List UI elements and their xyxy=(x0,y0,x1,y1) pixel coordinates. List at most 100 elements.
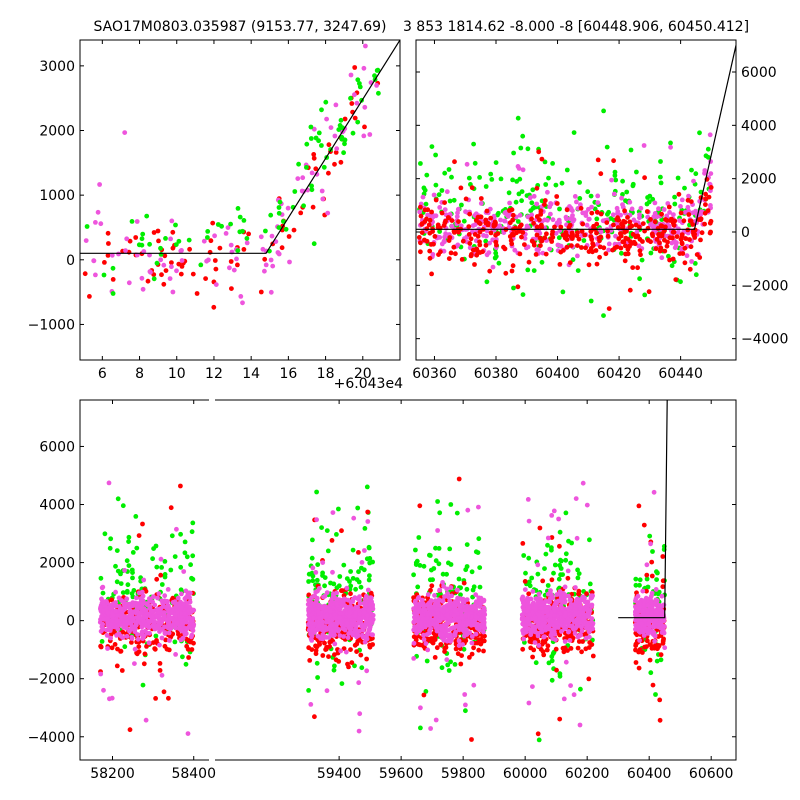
data-point-pink xyxy=(424,603,430,608)
data-point-red xyxy=(606,306,612,311)
data-point-green xyxy=(319,525,324,530)
data-point-red xyxy=(163,637,169,643)
data-point-red xyxy=(313,648,319,653)
data-point-pink xyxy=(448,585,454,590)
data-point-red xyxy=(676,191,682,197)
data-point-pink xyxy=(263,262,269,268)
x-tick-label: 6 xyxy=(98,366,107,382)
data-point-green xyxy=(446,167,452,172)
data-point-pink xyxy=(308,621,313,627)
y-tick-label: 0 xyxy=(66,253,75,269)
data-point-red xyxy=(660,584,666,590)
data-point-green xyxy=(549,654,555,659)
data-point-green xyxy=(525,146,531,152)
data-point-green xyxy=(613,177,619,183)
data-point-green xyxy=(605,211,610,217)
data-point-red xyxy=(136,533,142,538)
data-point-pink xyxy=(448,635,454,641)
data-point-green xyxy=(336,583,342,589)
data-point-green xyxy=(362,526,368,531)
data-point-red xyxy=(312,714,317,720)
data-point-green xyxy=(447,546,453,552)
data-point-red xyxy=(478,196,484,201)
data-point-red xyxy=(657,248,663,254)
y-tick-label: 0 xyxy=(741,225,750,241)
data-point-green xyxy=(612,173,618,178)
data-point-green xyxy=(310,537,315,543)
data-point-pink xyxy=(455,210,460,216)
data-point-pink xyxy=(269,233,275,239)
data-point-pink xyxy=(156,591,162,596)
data-point-pink xyxy=(313,570,319,575)
data-point-red xyxy=(112,642,118,647)
data-point-red xyxy=(622,258,628,264)
data-point-red xyxy=(598,171,604,177)
data-point-red xyxy=(649,231,655,237)
data-point-red xyxy=(526,591,532,597)
data-point-pink xyxy=(425,592,431,597)
data-point-pink xyxy=(550,217,556,223)
data-point-red xyxy=(468,236,474,242)
data-point-green xyxy=(367,573,372,579)
data-point-red xyxy=(476,220,482,226)
data-point-green xyxy=(556,576,562,582)
x-tick-label: 14 xyxy=(242,366,260,382)
data-point-green xyxy=(301,203,306,209)
data-point-pink xyxy=(472,222,478,228)
data-point-pink xyxy=(531,193,537,199)
data-point-pink xyxy=(350,631,356,637)
data-point-green xyxy=(129,219,135,224)
data-point-green xyxy=(672,194,677,200)
data-point-pink xyxy=(314,597,319,603)
data-point-red xyxy=(166,695,171,701)
data-point-red xyxy=(442,220,448,226)
data-point-green xyxy=(557,529,563,535)
data-point-pink xyxy=(112,602,118,607)
x-tick-label: 60380 xyxy=(474,366,519,382)
data-point-green xyxy=(324,528,330,533)
data-point-green xyxy=(647,533,653,539)
data-point-pink xyxy=(446,627,452,633)
data-point-pink xyxy=(650,223,656,229)
data-point-pink xyxy=(357,594,362,599)
data-point-red xyxy=(348,647,353,652)
data-point-pink xyxy=(473,592,479,598)
data-point-red xyxy=(630,265,636,270)
data-point-pink xyxy=(440,598,446,604)
data-point-green xyxy=(361,567,367,573)
data-point-pink xyxy=(127,614,133,619)
data-point-pink xyxy=(627,199,633,205)
data-point-red xyxy=(632,241,638,247)
data-point-pink xyxy=(631,217,637,223)
data-point-red xyxy=(575,645,581,651)
data-point-pink xyxy=(563,659,569,665)
data-point-green xyxy=(188,562,194,568)
data-point-pink xyxy=(238,294,244,299)
data-point-green xyxy=(454,510,460,516)
data-point-red xyxy=(419,222,425,227)
data-point-red xyxy=(667,257,672,263)
data-point-red xyxy=(636,503,642,509)
data-point-red xyxy=(157,668,163,673)
data-point-pink xyxy=(262,268,267,274)
data-point-green xyxy=(577,180,582,185)
data-point-green xyxy=(276,205,282,210)
data-point-red xyxy=(483,220,489,226)
data-point-green xyxy=(337,574,343,579)
data-point-green xyxy=(122,644,128,650)
data-point-red xyxy=(542,202,547,208)
data-point-green xyxy=(178,531,184,537)
data-point-red xyxy=(336,659,342,664)
data-point-pink xyxy=(295,176,301,182)
data-point-pink xyxy=(661,207,667,212)
data-point-pink xyxy=(563,214,569,220)
data-point-red xyxy=(429,583,435,589)
data-point-pink xyxy=(568,207,574,213)
data-point-green xyxy=(648,250,654,256)
data-point-green xyxy=(352,663,357,669)
data-point-red xyxy=(557,716,563,722)
data-point-pink xyxy=(455,206,461,212)
data-point-pink xyxy=(365,613,370,619)
data-point-red xyxy=(586,676,592,682)
data-point-red xyxy=(105,230,111,236)
